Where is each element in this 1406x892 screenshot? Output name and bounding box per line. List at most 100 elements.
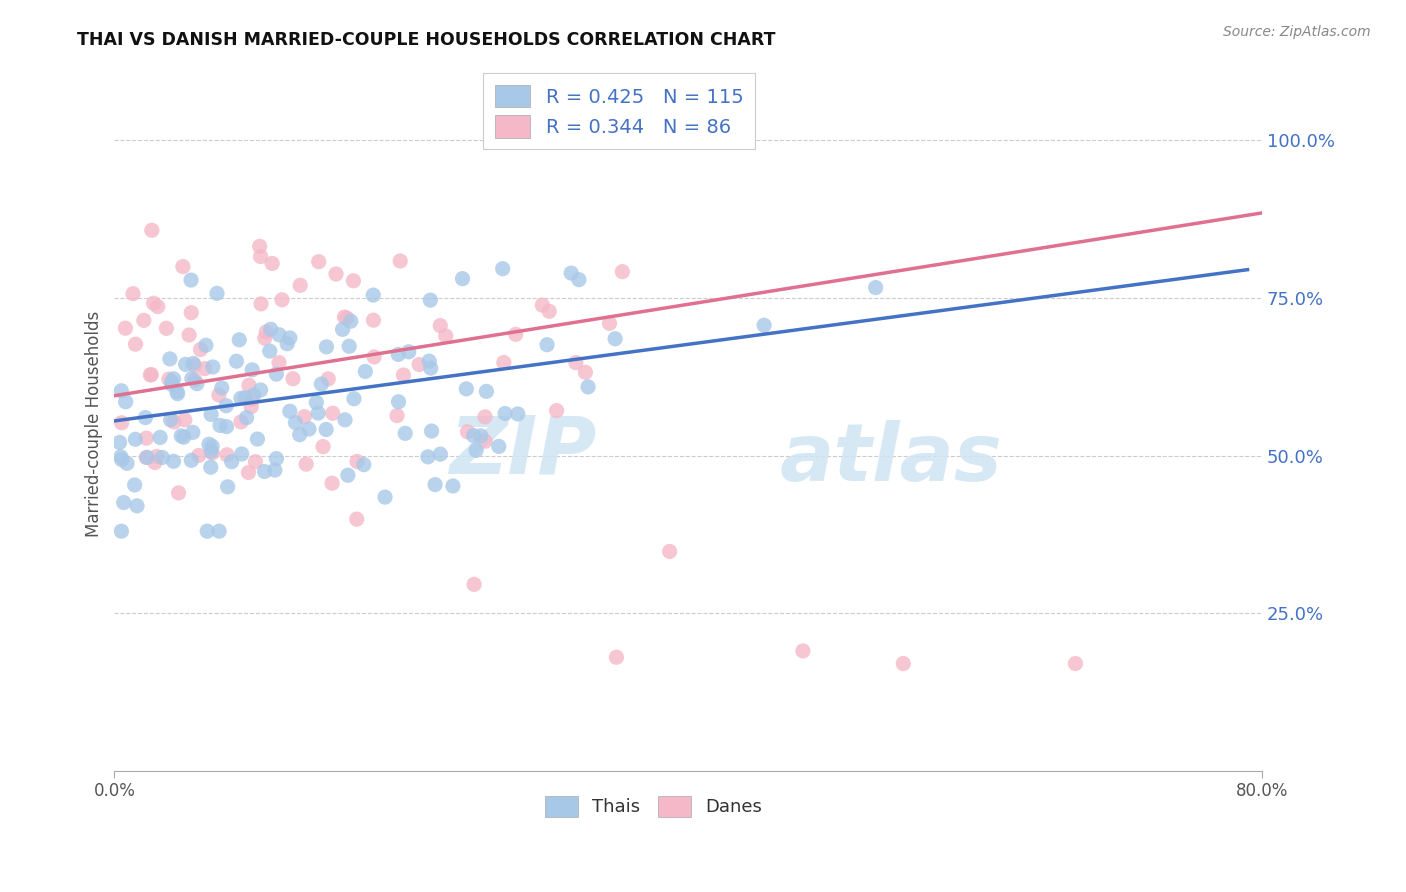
Point [200, 460, 222, 475]
Point [311, 377, 333, 392]
Point [387, 394, 409, 409]
Point [162, 372, 184, 386]
Point [269, 327, 291, 342]
Point [187, 449, 209, 463]
Point [173, 430, 195, 444]
Point [346, 454, 368, 468]
Point [474, 409, 496, 424]
Point [208, 418, 231, 433]
Point [315, 340, 337, 354]
Point [146, 300, 169, 314]
Point [200, 444, 222, 458]
Point [262, 256, 284, 270]
Point [215, 399, 238, 413]
Point [475, 384, 498, 399]
Point [565, 355, 588, 369]
Point [180, 306, 202, 320]
Point [134, 410, 156, 425]
Point [325, 267, 347, 281]
Point [470, 429, 492, 443]
Point [363, 313, 385, 327]
Point [434, 329, 457, 343]
Point [112, 495, 135, 509]
Point [160, 375, 183, 389]
Point [474, 434, 496, 449]
Point [536, 337, 558, 351]
Point [242, 388, 264, 402]
Text: atlas: atlas [780, 420, 1002, 498]
Text: Source: ZipAtlas.com: Source: ZipAtlas.com [1223, 25, 1371, 39]
Point [284, 416, 307, 430]
Point [538, 304, 561, 318]
Point [198, 437, 221, 451]
Point [143, 455, 166, 469]
Point [305, 395, 328, 409]
Point [361, 288, 384, 302]
Point [321, 476, 343, 491]
Text: ZIP: ZIP [449, 413, 596, 491]
Point [266, 367, 288, 381]
Point [135, 450, 157, 465]
Point [149, 430, 172, 444]
Point [568, 273, 591, 287]
Point [167, 486, 190, 500]
Point [249, 239, 271, 253]
Point [315, 422, 337, 436]
Point [505, 327, 527, 342]
Point [276, 336, 298, 351]
Point [333, 413, 356, 427]
Point [179, 328, 201, 343]
Point [451, 271, 474, 285]
Point [253, 465, 276, 479]
Point [392, 368, 415, 382]
Point [240, 363, 263, 377]
Point [316, 372, 339, 386]
Point [194, 361, 217, 376]
Point [181, 356, 204, 370]
Point [429, 318, 451, 333]
Point [163, 415, 186, 429]
Point [166, 386, 188, 401]
Point [250, 297, 273, 311]
Point [263, 463, 285, 477]
Point [603, 332, 626, 346]
Point [124, 432, 146, 446]
Point [292, 409, 315, 424]
Point [238, 466, 260, 480]
Point [183, 359, 205, 373]
Point [238, 378, 260, 392]
Point [389, 254, 412, 268]
Point [142, 296, 165, 310]
Point [492, 355, 515, 369]
Point [456, 382, 478, 396]
Point [190, 343, 212, 357]
Point [141, 223, 163, 237]
Point [125, 499, 148, 513]
Point [463, 577, 485, 591]
Point [111, 416, 134, 430]
Text: THAI VS DANISH MARRIED-COUPLE HOUSEHOLDS CORRELATION CHART: THAI VS DANISH MARRIED-COUPLE HOUSEHOLDS… [77, 31, 776, 49]
Point [108, 435, 131, 450]
Point [201, 446, 224, 460]
Point [253, 331, 276, 345]
Point [139, 368, 162, 382]
Point [229, 391, 252, 405]
Point [132, 313, 155, 327]
Point [215, 419, 238, 434]
Point [429, 447, 451, 461]
Point [180, 273, 202, 287]
Point [201, 439, 224, 453]
Point [249, 383, 271, 397]
Point [136, 450, 159, 465]
Point [205, 286, 228, 301]
Point [420, 424, 443, 438]
Point [492, 261, 515, 276]
Point [159, 351, 181, 366]
Point [891, 657, 914, 671]
Point [145, 450, 167, 464]
Point [115, 456, 138, 470]
Point [201, 359, 224, 374]
Point [419, 293, 441, 307]
Point [228, 333, 250, 347]
Point [217, 480, 239, 494]
